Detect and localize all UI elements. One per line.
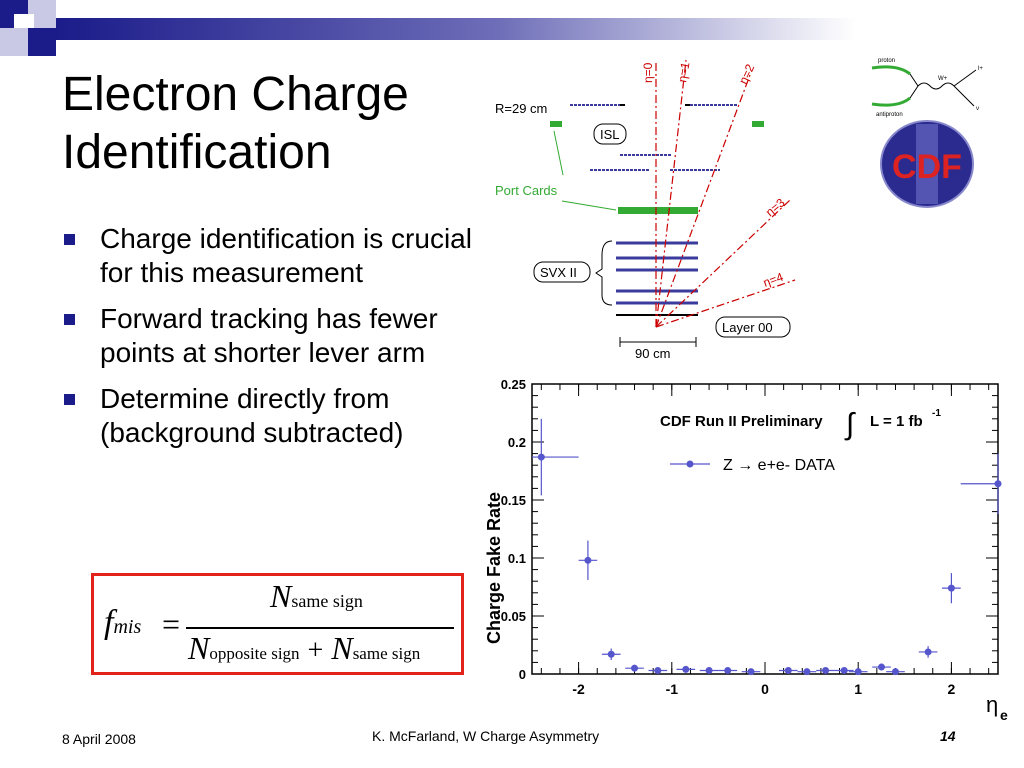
data-point (705, 667, 713, 675)
data-point (724, 667, 732, 675)
eta-label: η=1 (675, 61, 692, 84)
data-point (784, 667, 792, 675)
port-cards (550, 121, 764, 214)
x-tick-label: -2 (572, 681, 585, 697)
bullet-item: Charge identification is crucial for thi… (62, 222, 482, 290)
integral-symbol: ∫ (844, 408, 856, 441)
data-point (840, 667, 848, 675)
slide-title: Electron Charge Identification (62, 66, 409, 182)
formula-equals: = (162, 606, 181, 642)
data-point (803, 668, 811, 676)
eta-label: η=3 (763, 195, 788, 219)
radius-label: R=29 cm (495, 101, 547, 116)
data-points (532, 418, 1002, 676)
x-tick-label: 1 (854, 681, 862, 697)
svg-text:antiproton: antiproton (876, 112, 903, 118)
data-point (537, 453, 545, 461)
eta-label: η=0 (641, 62, 655, 83)
eta-label: η=4 (761, 270, 785, 290)
svg-text:CDF: CDF (892, 148, 962, 186)
charge-fake-rate-chart: Charge Fake Rate 00.050.10.150.20.25 -2-… (484, 377, 1008, 723)
y-tick-label: 0.1 (508, 551, 526, 566)
bullet-list: Charge identification is crucial for thi… (62, 222, 482, 462)
data-point (584, 556, 592, 564)
title-line-2: Identification (62, 126, 332, 179)
data-point (891, 668, 899, 676)
cdf-logo: CDF (880, 120, 974, 208)
data-point (747, 668, 755, 676)
y-tick-label: 0.05 (501, 609, 526, 624)
port-cards-arrow-2 (553, 130, 564, 176)
luminosity-exponent: -1 (932, 408, 941, 419)
data-point (994, 480, 1002, 488)
isl-label: ISL (600, 127, 620, 142)
square-bullet-icon (64, 394, 75, 405)
y-tick-label: 0.15 (501, 493, 526, 508)
y-tick-label: 0.2 (508, 435, 526, 450)
data-point (607, 650, 615, 658)
data-point (682, 665, 690, 673)
y-tick-label: 0 (519, 667, 526, 682)
svg-text:W+: W+ (938, 76, 948, 82)
data-point (924, 648, 932, 656)
fraction-bar (186, 627, 454, 629)
x-tick-label: 0 (761, 681, 769, 697)
feynman-diagram: proton antiproton W+ l+ ν (871, 58, 983, 118)
layer00-label: Layer 00 (722, 320, 773, 335)
x-axis-ticks: -2 -1 0 1 2 (540, 384, 990, 697)
svx-label: SVX II (540, 265, 577, 280)
layer00-label-box (715, 316, 791, 338)
data-point (947, 584, 955, 592)
isl-label-box (593, 123, 627, 145)
scale-label: 90 cm (635, 346, 670, 361)
bullet-item: Determine directly from (background subt… (62, 382, 482, 450)
legend-marker (686, 460, 694, 468)
svg-text:l+: l+ (978, 66, 983, 72)
x-tick-label: -1 (666, 681, 679, 697)
chart-title: CDF Run II Preliminary (660, 413, 823, 430)
data-point (854, 668, 862, 676)
x-axis-label: η (986, 692, 998, 717)
title-line-1: Electron Charge (62, 68, 409, 121)
formula-lhs: fmis (104, 604, 142, 641)
page-number: 14 (940, 728, 956, 744)
svg-text:proton: proton (878, 58, 895, 64)
svx-brace (595, 240, 613, 306)
formula-denominator: Nopposite sign + Nsame sign (188, 630, 421, 666)
eta-lines (655, 59, 796, 328)
x-tick-label: 2 (948, 681, 956, 697)
x-axis-label-sub: e (1000, 707, 1008, 723)
footer-center: K. McFarland, W Charge Asymmetry (372, 728, 600, 744)
svx-layers (616, 241, 698, 316)
port-cards-label: Port Cards (495, 183, 558, 198)
svx-label-box (533, 261, 591, 283)
y-axis-ticks: 0 0.05 0.1 0.15 0.2 0.25 (501, 377, 998, 682)
footer-date: 8 April 2008 (62, 731, 136, 747)
isl-layers (570, 104, 738, 171)
header-gradient-bar (56, 18, 856, 40)
y-tick-label: 0.25 (501, 377, 526, 392)
data-point (878, 663, 885, 671)
y-axis-label: Charge Fake Rate (484, 492, 504, 644)
port-cards-arrow (561, 200, 617, 211)
fake-rate-formula: fmis = Nsame sign Nopposite sign + Nsame… (91, 573, 464, 675)
eta-label: η=2 (736, 62, 757, 87)
square-bullet-icon (64, 314, 75, 325)
data-point (822, 667, 830, 675)
svg-text:ν: ν (976, 106, 979, 112)
luminosity-text: L = 1 fb (870, 413, 923, 430)
square-bullet-icon (64, 234, 75, 245)
legend-label: Z → e+e- DATA (723, 457, 835, 474)
eta-labels: η=0 η=1 η=2 η=3 η=4 (641, 61, 788, 290)
bullet-item: Forward tracking has fewer points at sho… (62, 302, 482, 370)
data-point (631, 664, 639, 672)
w-boson-line (917, 82, 955, 90)
detector-diagram: η=0 η=1 η=2 η=3 η=4 R=29 cm ISL Port Car… (495, 59, 796, 361)
data-point (654, 667, 662, 675)
formula-numerator: Nsame sign (270, 578, 363, 614)
